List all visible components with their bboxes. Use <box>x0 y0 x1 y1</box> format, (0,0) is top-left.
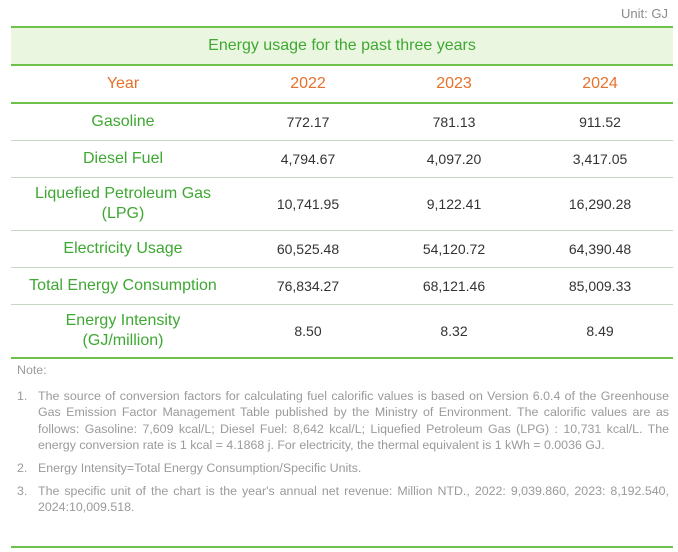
cell-total-2024: 85,009.33 <box>527 267 674 305</box>
table-row-total: Total Energy Consumption 76,834.27 68,12… <box>11 267 674 305</box>
table-row-gasoline: Gasoline 772.17 781.13 911.52 <box>11 103 674 141</box>
unit-label: Unit: GJ <box>621 6 668 21</box>
header-year: Year <box>11 65 235 104</box>
bottom-divider <box>11 546 673 548</box>
cell-electricity-2022: 60,525.48 <box>235 230 381 268</box>
row-label-gasoline: Gasoline <box>11 103 235 141</box>
cell-intensity-2024: 8.49 <box>527 304 674 359</box>
cell-diesel-2022: 4,794.67 <box>235 140 381 178</box>
cell-intensity-2023: 8.32 <box>381 304 527 359</box>
row-label-lpg-line2: (LPG) <box>101 205 145 222</box>
note-text-3: The specific unit of the chart is the ye… <box>38 484 669 515</box>
table-caption: Energy usage for the past three years <box>11 26 674 66</box>
header-2024: 2024 <box>527 65 674 104</box>
cell-gasoline-2023: 781.13 <box>381 103 527 141</box>
cell-intensity-2022: 8.50 <box>235 304 381 359</box>
cell-electricity-2023: 54,120.72 <box>381 230 527 268</box>
note-item-3: 3. The specific unit of the chart is the… <box>17 483 669 515</box>
cell-electricity-2024: 64,390.48 <box>527 230 674 268</box>
header-2022: 2022 <box>235 65 381 104</box>
row-label-total: Total Energy Consumption <box>11 267 235 305</box>
notes-section: Note: 1. The source of conversion factor… <box>17 362 669 523</box>
cell-lpg-2023: 9,122.41 <box>381 177 527 231</box>
note-number-2: 2. <box>17 461 28 476</box>
row-label-intensity-line1: Energy Intensity <box>65 312 181 329</box>
row-label-lpg-line1: Liquefied Petroleum Gas <box>34 185 212 202</box>
row-label-lpg: Liquefied Petroleum Gas (LPG) <box>11 177 235 231</box>
row-label-electricity: Electricity Usage <box>11 230 235 268</box>
row-label-diesel: Diesel Fuel <box>11 140 235 178</box>
notes-title: Note: <box>17 363 47 377</box>
cell-total-2023: 68,121.46 <box>381 267 527 305</box>
energy-usage-table: Energy usage for the past three years Ye… <box>11 26 674 359</box>
row-label-intensity: Energy Intensity (GJ/million) <box>11 304 235 359</box>
cell-lpg-2022: 10,741.95 <box>235 177 381 231</box>
energy-table-container: Energy usage for the past three years Ye… <box>11 26 674 359</box>
row-label-intensity-line2: (GJ/million) <box>82 332 164 349</box>
note-number-3: 3. <box>17 484 28 499</box>
table-row-electricity: Electricity Usage 60,525.48 54,120.72 64… <box>11 230 674 268</box>
cell-diesel-2024: 3,417.05 <box>527 140 674 178</box>
cell-diesel-2023: 4,097.20 <box>381 140 527 178</box>
note-item-2: 2. Energy Intensity=Total Energy Consump… <box>17 460 669 476</box>
table-header-row: Year 2022 2023 2024 <box>11 65 674 104</box>
note-text-2: Energy Intensity=Total Energy Consumptio… <box>38 461 362 476</box>
cell-gasoline-2022: 772.17 <box>235 103 381 141</box>
table-row-intensity: Energy Intensity (GJ/million) 8.50 8.32 … <box>11 304 674 359</box>
table-caption-row: Energy usage for the past three years <box>11 26 674 66</box>
cell-gasoline-2024: 911.52 <box>527 103 674 141</box>
table-row-lpg: Liquefied Petroleum Gas (LPG) 10,741.95 … <box>11 177 674 231</box>
notes-list: 1. The source of conversion factors for … <box>17 388 669 515</box>
header-2023: 2023 <box>381 65 527 104</box>
table-row-diesel: Diesel Fuel 4,794.67 4,097.20 3,417.05 <box>11 140 674 178</box>
note-item-1: 1. The source of conversion factors for … <box>17 388 669 453</box>
note-text-1: The source of conversion factors for cal… <box>38 389 669 452</box>
cell-lpg-2024: 16,290.28 <box>527 177 674 231</box>
cell-total-2022: 76,834.27 <box>235 267 381 305</box>
note-number-1: 1. <box>17 389 28 404</box>
